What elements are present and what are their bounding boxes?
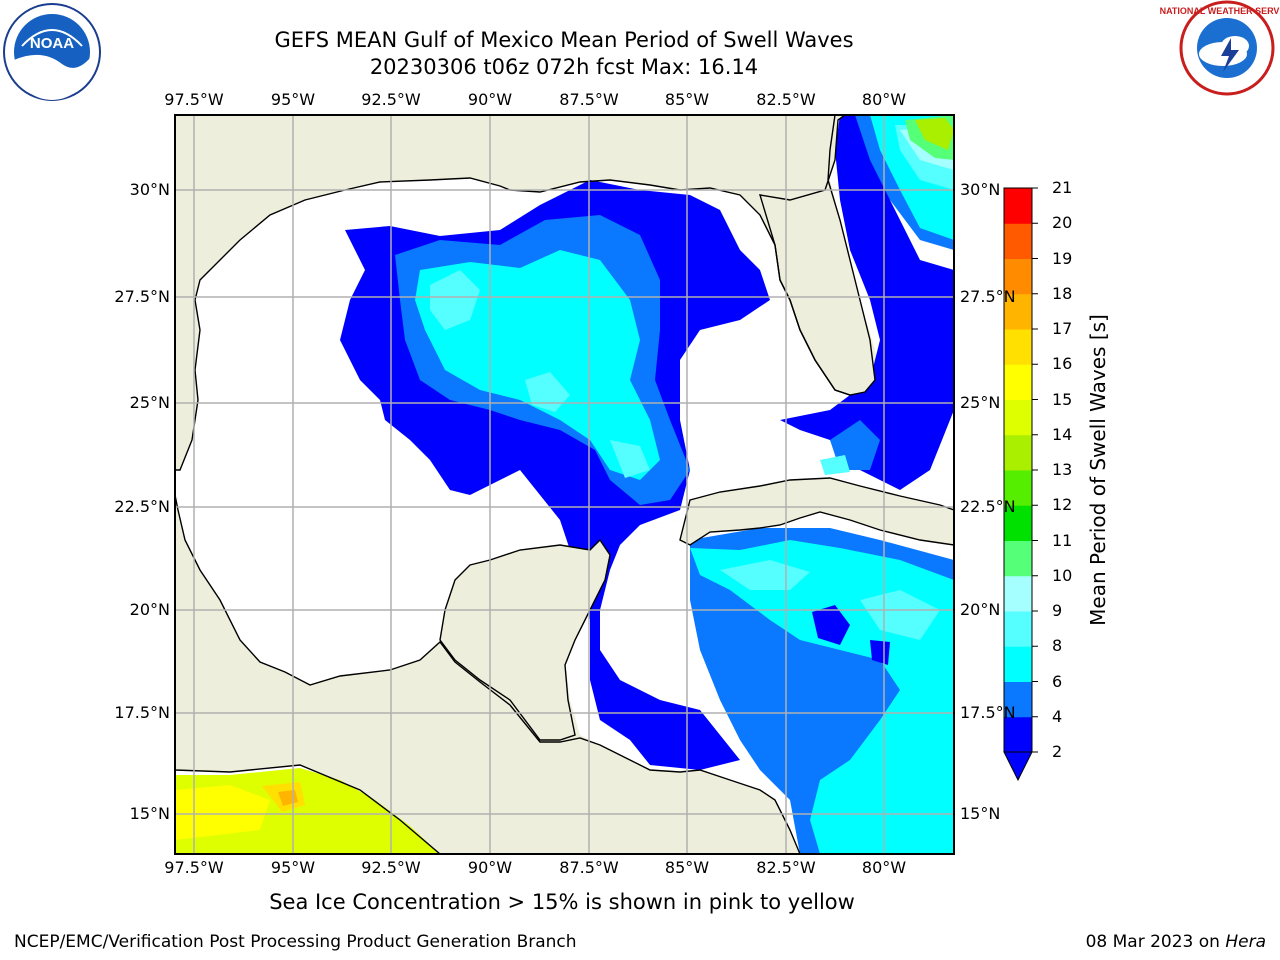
- colorbar-tick-label: 10: [1052, 565, 1073, 585]
- colorbar-tick-label: 14: [1052, 424, 1073, 444]
- colorbar-tick-label: 15: [1052, 389, 1073, 409]
- colorbar-segment: [1004, 434, 1032, 471]
- colorbar-segment: [1004, 505, 1032, 541]
- lat-label-right: 22.5°N: [960, 497, 1016, 516]
- lat-label-left: 20°N: [129, 600, 170, 619]
- lat-label-right: 20°N: [960, 600, 1001, 619]
- lon-label-top: 90°W: [467, 90, 513, 109]
- lat-label-right: 17.5°N: [960, 703, 1016, 722]
- colorbar-segment: [1004, 364, 1032, 400]
- gulf-coastline: [175, 177, 851, 471]
- lat-label-right: 25°N: [960, 393, 1001, 412]
- colorbar-tick-label: 8: [1052, 636, 1063, 656]
- colorbar-segment: [1004, 470, 1032, 506]
- graticule: [175, 115, 954, 854]
- lon-label-top: 82.5°W: [756, 90, 816, 109]
- lat-label-right: 15°N: [960, 804, 1001, 823]
- colorbar-tick-label: 17: [1052, 319, 1073, 338]
- lon-label-bottom: 90°W: [467, 858, 513, 877]
- colorbar-segment: [1004, 399, 1032, 436]
- colorbar-tick-label: 21: [1052, 178, 1073, 197]
- colorbar-tick-label: 20: [1052, 213, 1073, 233]
- colorbar-tick-label: 2: [1052, 742, 1063, 761]
- date-text: 08 Mar 2023 on: [1085, 932, 1220, 952]
- colorbar-tick-label: 19: [1052, 248, 1073, 268]
- colorbar-tick-label: 6: [1052, 671, 1063, 691]
- swell-band-8-9s-gulf: [430, 270, 650, 478]
- lon-label-top: 95°W: [270, 90, 316, 109]
- colorbar-segment: [1004, 681, 1032, 718]
- colorbar-tick-label: 13: [1052, 460, 1073, 479]
- yucatan-land: [439, 538, 611, 741]
- lat-label-right: 30°N: [960, 180, 1001, 199]
- colorbar-tick-label: 16: [1052, 354, 1073, 374]
- lat-label-left: 30°N: [129, 180, 170, 199]
- credit-line: NCEP/EMC/Verification Post Processing Pr…: [14, 932, 577, 952]
- lon-label-bottom: 92.5°W: [361, 858, 421, 877]
- lon-label-top: 80°W: [861, 90, 907, 109]
- lon-label-top: 92.5°W: [361, 90, 421, 109]
- lon-label-bottom: 97.5°W: [164, 858, 224, 877]
- swell-band-6-8s-gulf: [415, 250, 660, 480]
- colorbar-tick-label: 11: [1052, 530, 1073, 550]
- colorbar-tick-label: 18: [1052, 283, 1073, 303]
- lon-label-bottom: 87.5°W: [559, 858, 619, 877]
- cuba-land: [679, 477, 954, 546]
- colorbar-segment: [1004, 329, 1032, 365]
- swell-band-12-13s-atlantic: [915, 118, 954, 150]
- lon-label-bottom: 85°W: [664, 858, 710, 877]
- colorbar-segment: [1004, 293, 1032, 330]
- swell-band-2-4s-atlantic: [780, 115, 954, 490]
- lon-label-top: 85°W: [664, 90, 710, 109]
- lat-label-left: 17.5°N: [114, 703, 170, 722]
- lat-label-left: 15°N: [129, 804, 170, 823]
- colorbar-under-extend: [1003, 751, 1033, 782]
- machine-name: Hera: [1225, 932, 1266, 952]
- map-frame: [174, 114, 955, 855]
- sea-ice-note: Sea Ice Concentration > 15% is shown in …: [269, 890, 855, 914]
- colorbar-title: Mean Period of Swell Waves [s]: [1086, 314, 1110, 626]
- swell-band-8-9s-caribbean: [720, 560, 940, 640]
- lon-label-bottom: 80°W: [861, 858, 907, 877]
- swell-band-pacific-yellow: [175, 785, 270, 840]
- colorbar-segment: [1004, 188, 1032, 224]
- chart-title: GEFS MEAN Gulf of Mexico Mean Period of …: [274, 28, 854, 52]
- date-line: 08 Mar 2023 on Hera: [1086, 932, 1266, 952]
- lon-label-bottom: 95°W: [270, 858, 316, 877]
- colorbar-tick-label: 9: [1052, 601, 1063, 620]
- central-america-land: [175, 494, 801, 854]
- colorbar-segment: [1004, 575, 1032, 612]
- lat-label-left: 27.5°N: [114, 287, 170, 306]
- lon-label-top: 87.5°W: [559, 90, 619, 109]
- swell-band-2-4s-caribbean-patches: [812, 605, 890, 665]
- colorbar-segment: [1004, 716, 1032, 753]
- colorbar-segment: [1004, 646, 1032, 682]
- colorbar-segment: [1004, 258, 1032, 295]
- colorbar-segment: [1004, 540, 1032, 577]
- land-masses: [175, 115, 954, 854]
- colorbar-tick-label: 4: [1052, 706, 1063, 726]
- lat-label-left: 25°N: [129, 393, 170, 412]
- colorbar-segment: [1004, 611, 1032, 647]
- lat-label-right: 27.5°N: [960, 287, 1016, 306]
- chart-subtitle: 20230306 t06z 072h fcst Max: 16.14: [369, 55, 759, 79]
- lon-label-bottom: 82.5°W: [756, 858, 816, 877]
- colorbar-segment: [1004, 223, 1032, 259]
- colorbar-tick-label: 12: [1052, 495, 1073, 515]
- colorbar: [1003, 187, 1038, 782]
- lat-label-left: 22.5°N: [114, 497, 170, 516]
- lon-label-top: 97.5°W: [164, 90, 224, 109]
